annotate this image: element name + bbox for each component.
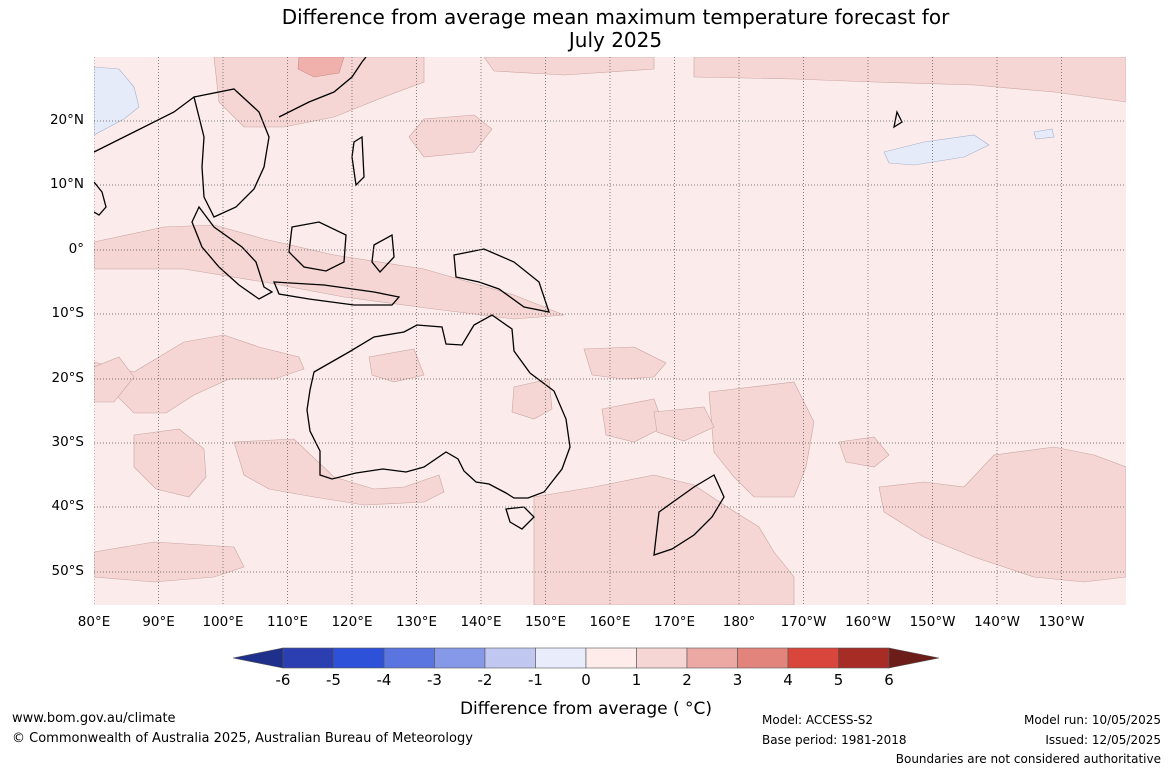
colorbar-segment [636, 647, 688, 669]
footer-base-period: Base period: 1981-2018 [762, 733, 907, 747]
colorbar-segments [232, 647, 940, 669]
colorbar-extend-low [232, 647, 284, 669]
colorbar-tick-5: 5 [833, 671, 844, 689]
lon-label-150e: 150°E [524, 614, 567, 630]
chart-title-line-1: Difference from average mean maximum tem… [281, 5, 950, 29]
footer-copyright: © Commonwealth of Australia 2025, Austra… [12, 731, 473, 746]
colorbar-segment [434, 647, 486, 669]
colorbar-tick-6: 6 [884, 671, 894, 689]
lat-label-0: 0° [68, 241, 84, 257]
lat-label-10s: 10°S [51, 305, 85, 321]
lat-label-20n: 20°N [49, 112, 84, 128]
lon-label-170e: 170°E [653, 614, 696, 630]
colorbar-tick-1: 1 [631, 671, 642, 689]
chart-title-line-2: July 2025 [568, 28, 663, 52]
footer-disclaimer: Boundaries are not considered authoritat… [895, 752, 1161, 766]
lon-label-180: 180° [722, 614, 756, 630]
lon-label-90e: 90°E [142, 614, 175, 630]
colorbar-segment [838, 647, 890, 669]
colorbar-segment [535, 647, 587, 669]
footer-issued: Issued: 12/05/2025 [1045, 733, 1161, 747]
colorbar-tick-minus-5: -5 [326, 671, 341, 689]
lon-label-140w: 140°W [974, 614, 1020, 630]
colorbar-tick-3: 3 [732, 671, 743, 689]
lon-label-120e: 120°E [331, 614, 373, 630]
lat-label-40s: 40°S [51, 498, 85, 514]
lon-label-100e: 100°E [202, 614, 244, 630]
colorbar-segment [484, 647, 536, 669]
lon-label-150w: 150°W [909, 614, 956, 630]
colorbar-tick-minus-2: -2 [477, 671, 493, 689]
colorbar-tick-0: 0 [581, 671, 591, 689]
colorbar-tick-minus-4: -4 [376, 671, 392, 689]
colorbar-segment [686, 647, 738, 669]
lat-label-20s: 20°S [51, 370, 85, 386]
cool-anomaly-regions [94, 66, 1055, 166]
lat-label-50s: 50°S [51, 563, 85, 579]
lon-label-80e: 80°E [77, 614, 111, 630]
colorbar-segment [333, 647, 385, 669]
lon-gridlines [94, 57, 1062, 605]
colorbar-tick-2: 2 [682, 671, 692, 689]
colorbar-tick-minus-1: -1 [528, 671, 543, 689]
lat-label-30s: 30°S [51, 434, 85, 450]
warm-anomaly-regions [94, 57, 1126, 605]
land-outlines [94, 57, 903, 556]
colorbar-segment [787, 647, 839, 669]
colorbar-segment [383, 647, 435, 669]
colorbar-tick-minus-6: -6 [275, 671, 291, 689]
colorbar-segment [585, 647, 637, 669]
colorbar-extend-high [888, 647, 940, 669]
footer-model-run: Model run: 10/05/2025 [1023, 713, 1161, 727]
warmer-anomaly-regions [297, 57, 345, 78]
lon-label-130e: 130°E [395, 614, 438, 630]
footer-model: Model: ACCESS-S2 [762, 713, 874, 727]
lon-label-160w: 160°W [845, 614, 891, 630]
lat-label-10n: 10°N [49, 176, 84, 192]
colorbar-segment [737, 647, 789, 669]
lon-label-110e: 110°E [266, 614, 309, 630]
colorbar-segment [282, 647, 334, 669]
colorbar-tick-4: 4 [783, 671, 793, 689]
forecast-map [94, 57, 1126, 605]
lon-label-140e: 140°E [460, 614, 502, 630]
colorbar [232, 647, 940, 669]
lon-label-130w: 130°W [1038, 614, 1085, 630]
lon-label-170w: 170°W [780, 614, 827, 630]
lon-label-160e: 160°E [589, 614, 631, 630]
colorbar-label: Difference from average ( °C) [459, 699, 713, 719]
colorbar-tick-minus-3: -3 [427, 671, 442, 689]
footer-website: www.bom.gov.au/climate [12, 711, 176, 726]
